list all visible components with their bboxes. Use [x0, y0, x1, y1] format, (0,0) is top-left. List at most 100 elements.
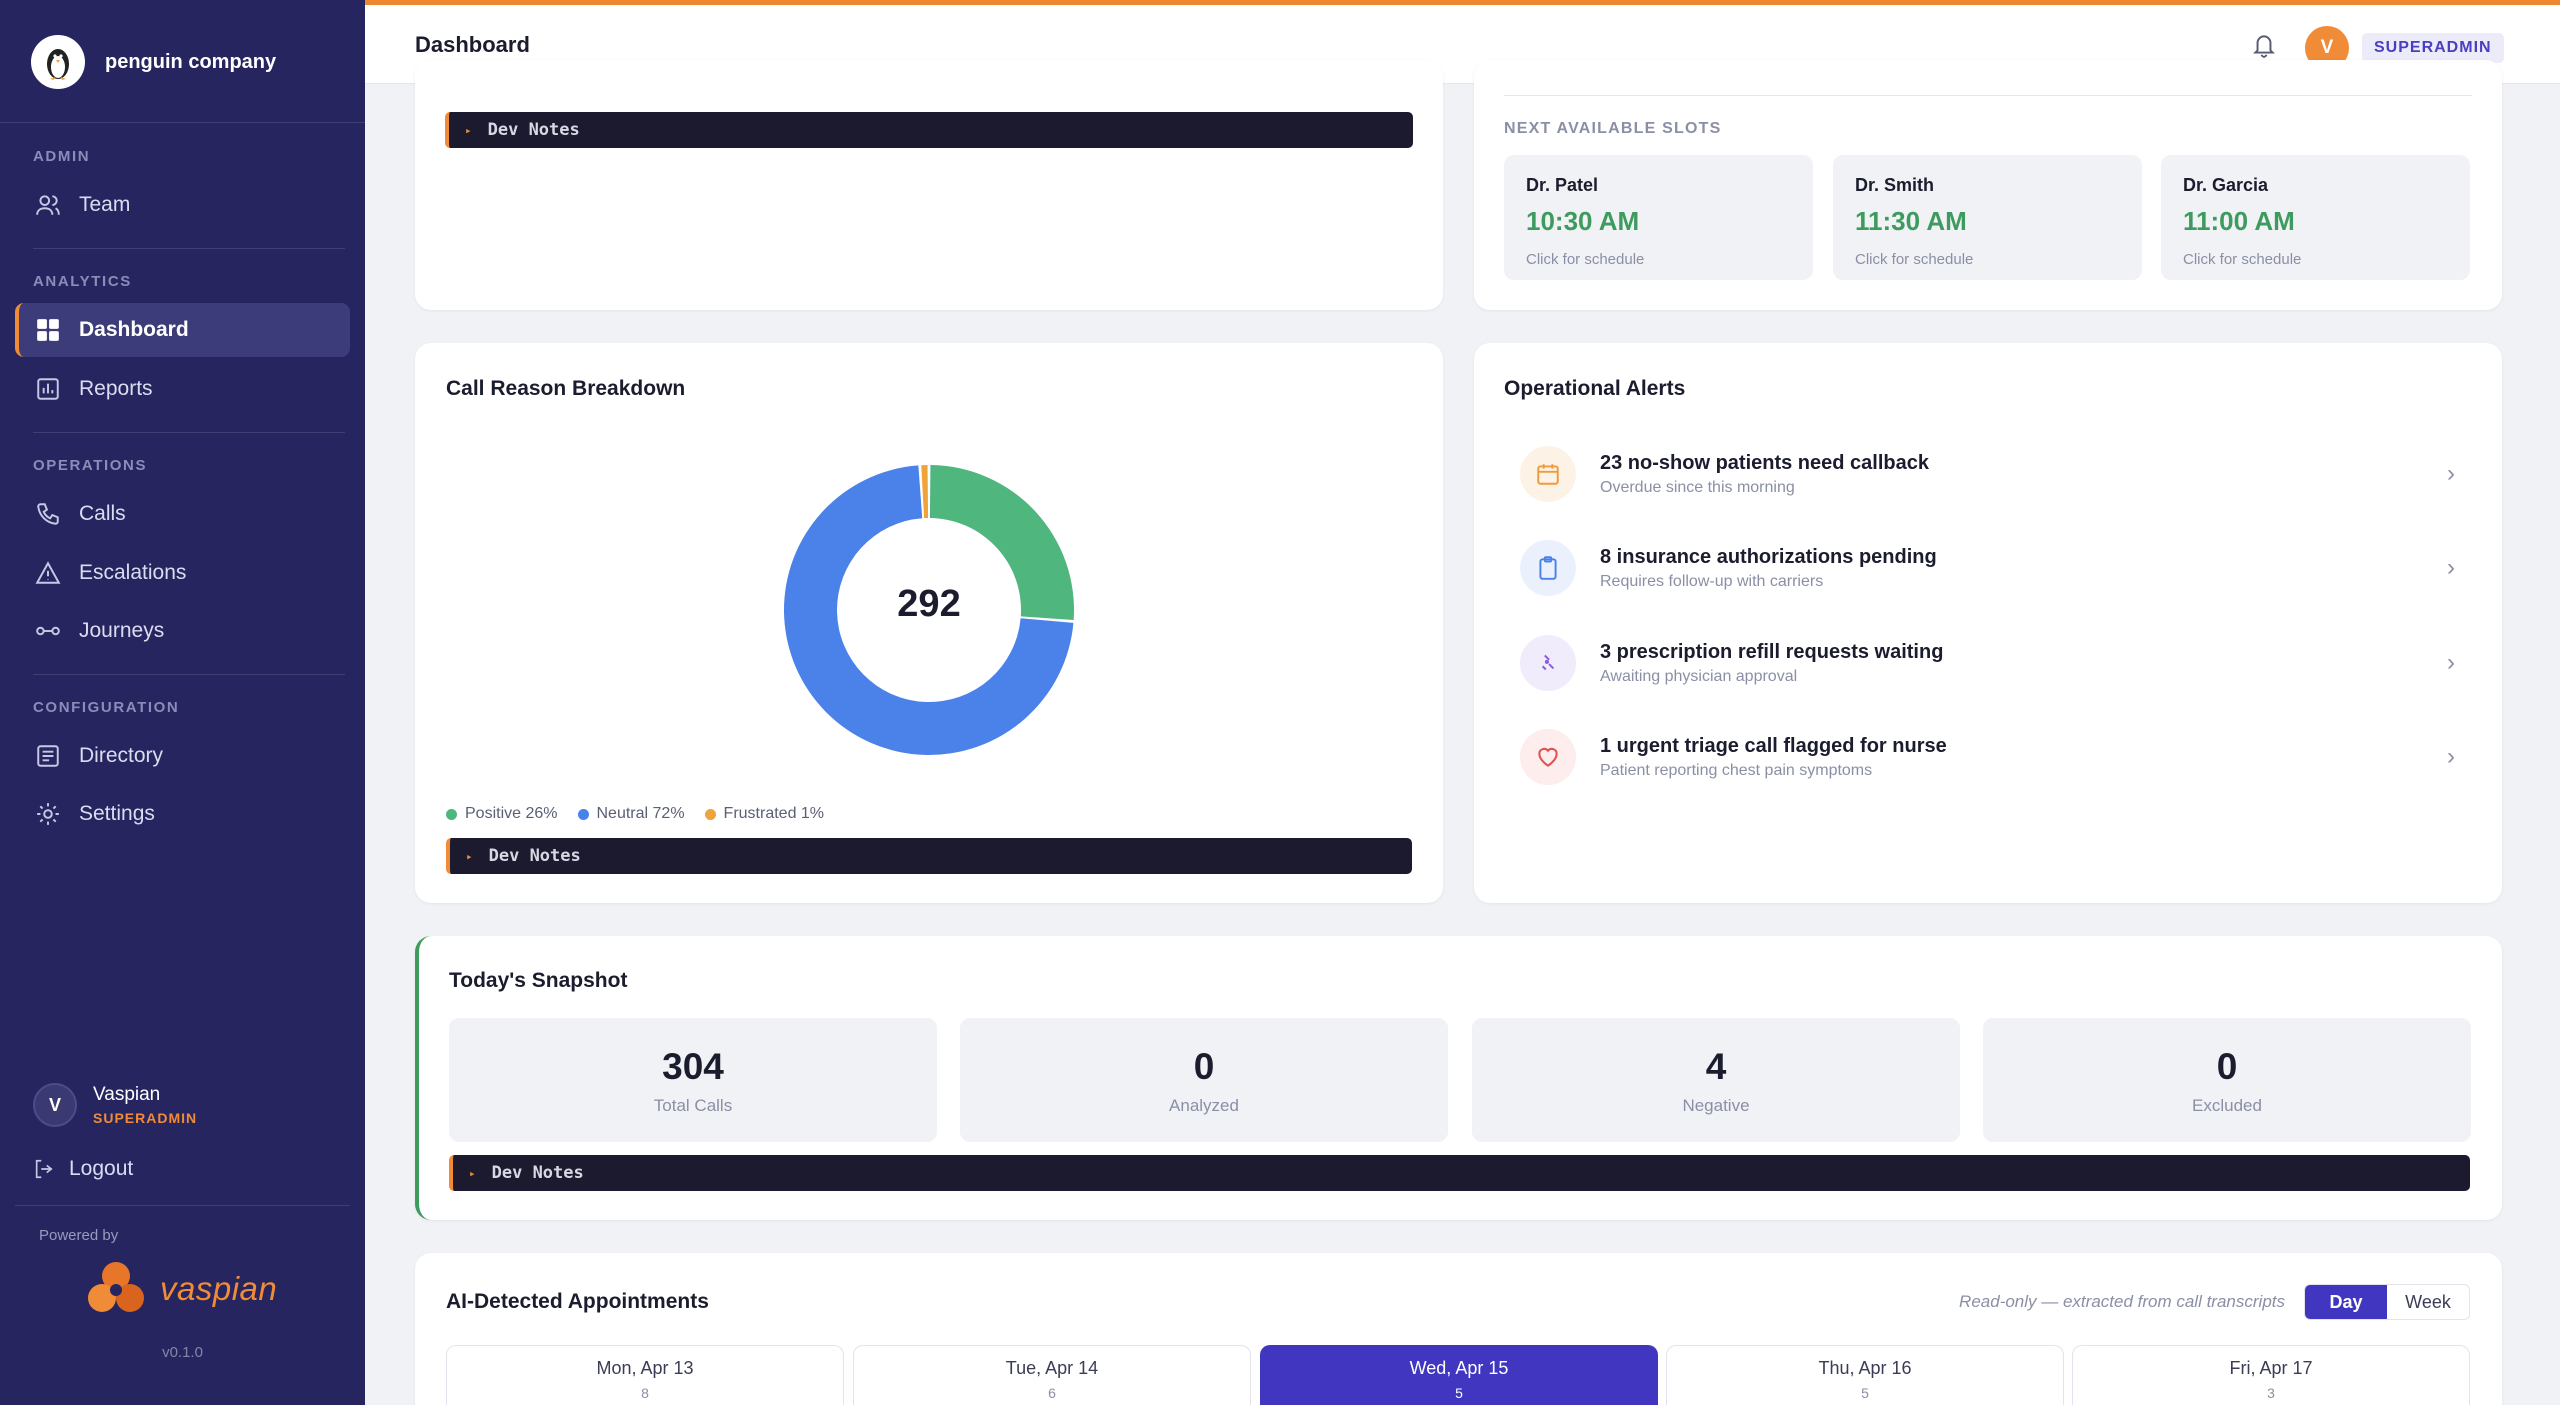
stat-negative[interactable]: 4 Negative: [1472, 1018, 1960, 1142]
week-view-button[interactable]: Week: [2405, 1291, 2451, 1312]
penguin-logo-icon: [31, 35, 85, 89]
slot-card[interactable]: Dr. Garcia 11:00 AM Click for schedule: [2161, 155, 2470, 280]
section-label-analytics: ANALYTICS: [33, 273, 132, 290]
day-tab[interactable]: Fri, Apr 17 3: [2072, 1345, 2470, 1405]
sidebar-item-label: Settings: [79, 802, 155, 825]
legend-item: Positive 26%: [446, 805, 558, 823]
read-only-note: Read-only — extracted from call transcri…: [1959, 1292, 2285, 1311]
alert-subtitle: Overdue since this morning: [1600, 478, 1795, 496]
sidebar-item-dashboard[interactable]: Dashboard: [15, 303, 350, 357]
alert-item[interactable]: 1 urgent triage call flagged for nurse P…: [1520, 722, 2460, 792]
stat-label: Analyzed: [1169, 1096, 1239, 1115]
alert-subtitle: Patient reporting chest pain symptoms: [1600, 761, 1873, 779]
sidebar-item-directory[interactable]: Directory: [15, 729, 350, 783]
alert-title: 3 prescription refill requests waiting: [1600, 640, 1944, 663]
day-count: 3: [2267, 1385, 2275, 1401]
section-label-configuration: CONFIGURATION: [33, 699, 180, 716]
legend-item: Frustrated 1%: [704, 805, 825, 823]
legend-swatch: [577, 808, 589, 820]
day-count: 8: [641, 1385, 649, 1401]
legend-swatch: [446, 808, 457, 820]
logout-button[interactable]: Logout: [33, 1157, 133, 1181]
chevron-right-icon: ›: [2447, 743, 2455, 770]
view-toggle: Day Week: [2304, 1284, 2470, 1320]
day-tab[interactable]: Mon, Apr 13 8: [446, 1345, 844, 1405]
donut-slice-1[interactable]: [929, 465, 1074, 621]
stat-value: 304: [662, 1046, 724, 1087]
expand-triangle-icon: ▸: [469, 1166, 476, 1180]
day-count: 5: [1861, 1385, 1869, 1401]
legend-label: Positive 26%: [465, 805, 558, 822]
bell-icon[interactable]: [2251, 31, 2277, 59]
grid-icon: [37, 319, 59, 341]
chevron-right-icon: ›: [2447, 460, 2455, 487]
alert-subtitle: Requires follow-up with carriers: [1600, 572, 1824, 590]
sidebar-item-label: Dashboard: [79, 318, 189, 341]
expand-triangle-icon: ▸: [465, 123, 472, 137]
day-count: 6: [1048, 1385, 1056, 1401]
alerts-card: [1474, 343, 2502, 903]
role-badge: SUPERADMIN: [2362, 33, 2504, 63]
appointments-title: AI-Detected Appointments: [446, 1290, 709, 1313]
section-label-operations: OPERATIONS: [33, 457, 148, 474]
calendar-icon: [1520, 446, 1576, 502]
slot-card[interactable]: Dr. Patel 10:30 AM Click for schedule: [1504, 155, 1813, 280]
chevron-right-icon: ›: [2447, 649, 2455, 676]
snapshot-title: Today's Snapshot: [449, 969, 628, 992]
day-tab-selected[interactable]: Wed, Apr 15 5: [1260, 1345, 1658, 1405]
stat-value: 0: [2216, 1046, 2238, 1087]
day-label: Thu, Apr 16: [1818, 1358, 1912, 1378]
legend-item: Neutral 72%: [577, 805, 685, 823]
alerts-title: Operational Alerts: [1504, 377, 1686, 400]
stat-label: Negative: [1682, 1096, 1750, 1115]
day-tab[interactable]: Tue, Apr 14 6: [853, 1345, 1251, 1405]
sidebar-item-settings[interactable]: Settings: [15, 787, 350, 841]
alert-item[interactable]: 8 insurance authorizations pending Requi…: [1520, 533, 2460, 603]
clipboard-icon: [1520, 540, 1576, 596]
phone-icon: [37, 503, 59, 525]
logout-label: Logout: [69, 1157, 134, 1180]
day-tab[interactable]: Thu, Apr 16 5: [1666, 1345, 2064, 1405]
slot-time: 11:00 AM: [2183, 206, 2295, 236]
sidebar-item-label: Directory: [79, 744, 164, 767]
stat-label: Excluded: [2192, 1096, 2262, 1115]
divider: [33, 432, 345, 433]
dev-notes-toggle[interactable]: ▸ Dev Notes: [446, 838, 1412, 874]
call-reason-title: Call Reason Breakdown: [446, 377, 686, 400]
dev-notes-label: Dev Notes: [488, 846, 581, 866]
alert-item[interactable]: 3 prescription refill requests waiting A…: [1520, 628, 2460, 698]
legend-label: Frustrated 1%: [723, 805, 825, 822]
day-view-button[interactable]: Day: [2305, 1285, 2387, 1319]
sidebar-item-label: Calls: [79, 502, 126, 525]
sidebar-item-reports[interactable]: Reports: [15, 362, 350, 416]
warning-triangle-icon: [35, 561, 61, 584]
powered-by-label: Powered by: [39, 1227, 119, 1244]
legend-swatch: [704, 808, 716, 820]
brand[interactable]: penguin company: [31, 35, 276, 89]
divider: [1504, 95, 2472, 96]
stat-value: 4: [1705, 1046, 1727, 1087]
sidebar-item-team[interactable]: Team: [15, 178, 350, 232]
dev-notes-toggle[interactable]: ▸ Dev Notes: [445, 112, 1413, 148]
sidebar-item-escalations[interactable]: Escalations: [15, 546, 350, 600]
slot-card[interactable]: Dr. Smith 11:30 AM Click for schedule: [1833, 155, 2142, 280]
section-label-admin: ADMIN: [33, 148, 91, 165]
notes-card: ▸ Dev Notes: [415, 60, 1443, 310]
sidebar-item-calls[interactable]: Calls: [15, 487, 350, 541]
donut-slice-3[interactable]: [921, 465, 929, 519]
alert-title: 1 urgent triage call flagged for nurse: [1600, 734, 1947, 757]
vendor-name: vaspian: [160, 1270, 278, 1307]
stat-value: 0: [1193, 1046, 1215, 1087]
dev-notes-toggle[interactable]: ▸ Dev Notes: [449, 1155, 2470, 1191]
version-label: v0.1.0: [162, 1344, 203, 1361]
stat-analyzed[interactable]: 0 Analyzed: [960, 1018, 1448, 1142]
logout-icon: [35, 1159, 53, 1179]
alert-item[interactable]: 23 no-show patients need callback Overdu…: [1520, 439, 2460, 509]
slot-time: 11:30 AM: [1855, 206, 1967, 236]
stat-excluded[interactable]: 0 Excluded: [1983, 1018, 2471, 1142]
divider: [0, 122, 365, 123]
sidebar-item-journeys[interactable]: Journeys: [15, 604, 350, 658]
current-user[interactable]: V Vaspian SUPERADMIN: [33, 1083, 197, 1127]
stat-total-calls[interactable]: 304 Total Calls: [449, 1018, 937, 1142]
donut-slice-2[interactable]: [784, 465, 1074, 755]
